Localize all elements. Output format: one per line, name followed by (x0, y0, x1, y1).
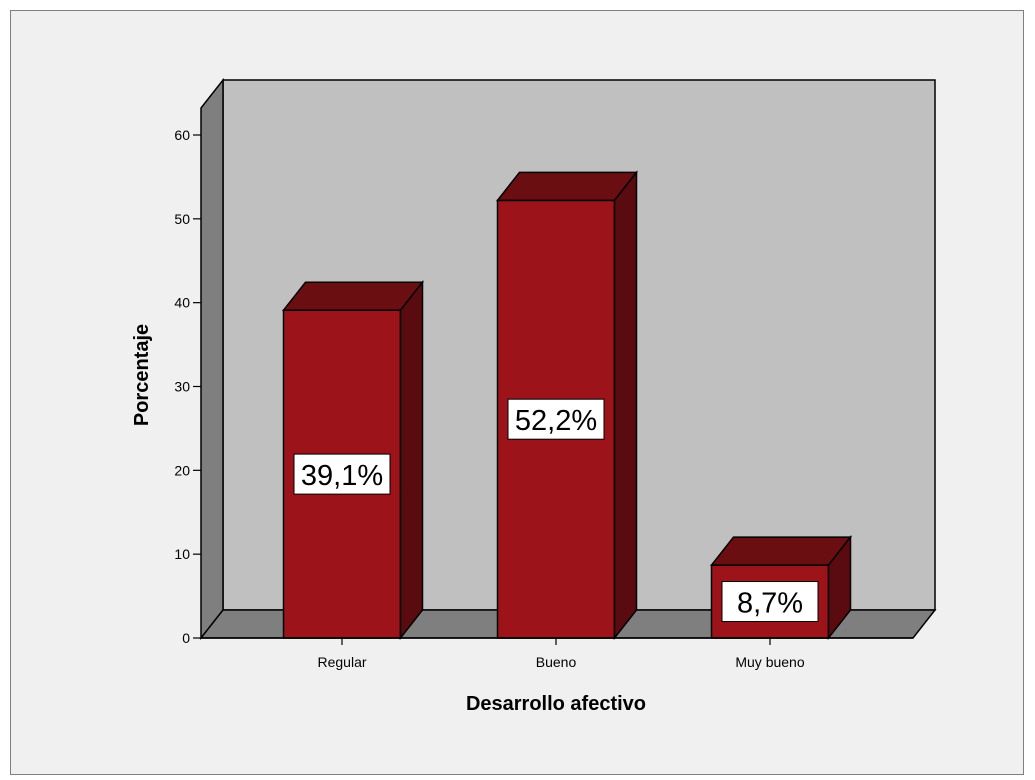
bars: 39,1% 52,2% 8,7% (281, 170, 853, 641)
y-tick-label: 40 (174, 295, 190, 311)
x-tick-label: Bueno (536, 654, 577, 670)
data-label-box (721, 581, 819, 623)
bar-side (399, 280, 424, 641)
side-wall (200, 77, 224, 641)
y-tick-label: 0 (182, 630, 190, 646)
y-tick-label: 10 (174, 546, 190, 562)
y-axis: 0 10 20 30 40 50 60 (174, 127, 201, 646)
bar-top (709, 536, 853, 566)
x-axis: Regular Bueno Muy bueno (201, 637, 913, 670)
x-axis-title: Desarrollo afectivo (466, 693, 646, 715)
bar-top (281, 281, 425, 311)
y-tick-label: 20 (174, 462, 190, 478)
y-tick-label: 50 (174, 211, 190, 227)
data-label: 8,7% (737, 588, 803, 620)
bar-side (827, 534, 852, 641)
bar: 52,2% (495, 170, 639, 641)
data-label-box (293, 453, 391, 495)
y-axis-title: Porcentaje (131, 324, 153, 426)
data-label-box (507, 398, 605, 440)
bar-top (495, 171, 639, 202)
bar: 8,7% (709, 534, 853, 641)
y-tick-label: 60 (174, 127, 190, 143)
data-label: 52,2% (515, 405, 597, 437)
x-tick-label: Regular (317, 654, 366, 670)
x-tick-label: Muy bueno (735, 654, 804, 670)
bar: 39,1% (281, 280, 425, 641)
data-label: 39,1% (301, 460, 383, 492)
bar-side (613, 170, 638, 641)
y-tick-label: 30 (174, 379, 190, 395)
